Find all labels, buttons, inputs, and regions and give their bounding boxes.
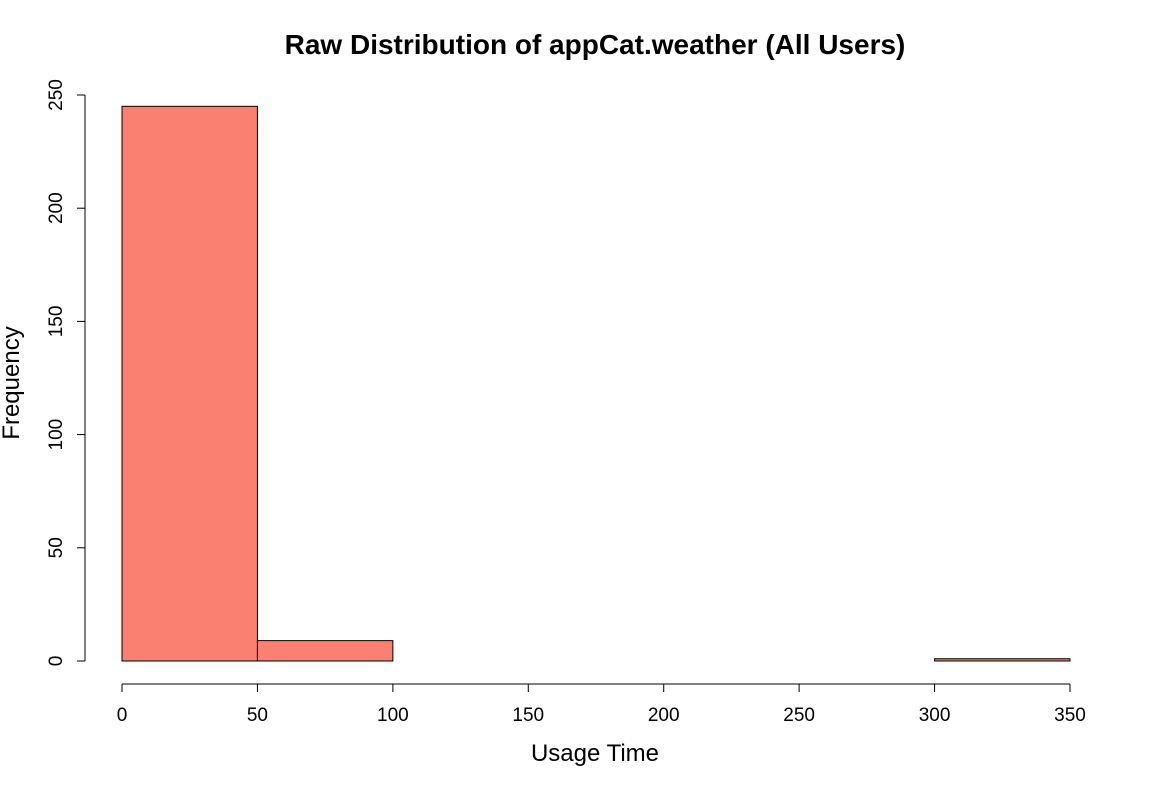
x-tick-label: 350 [1054,705,1086,726]
histogram-bar [256,640,394,662]
x-tick-label: 100 [377,705,409,726]
x-axis-label: Usage Time [531,740,659,767]
x-tick-label: 0 [117,705,128,726]
x-tick-label: 50 [247,705,268,726]
x-tick-label: 250 [783,705,815,726]
x-tick-label: 300 [919,705,951,726]
y-tick-label: 250 [46,79,67,111]
y-tick-label: 150 [46,306,67,338]
y-tick-label: 50 [46,537,67,558]
chart-title: Raw Distribution of appCat.weather (All … [285,29,906,60]
y-axis: 0 50 100 150 200 250 [46,79,86,667]
histogram-bar [934,658,1071,662]
x-tick-label: 200 [648,705,680,726]
y-axis-label: Frequency [0,326,25,439]
histogram-bars [121,105,1071,662]
y-tick-label: 0 [46,656,67,667]
histogram-bar [121,105,258,662]
y-tick-label: 100 [46,419,67,451]
x-tick-label: 150 [512,705,544,726]
x-axis: 0 50 100 150 200 250 300 350 [117,683,1086,726]
y-tick-label: 200 [46,192,67,224]
